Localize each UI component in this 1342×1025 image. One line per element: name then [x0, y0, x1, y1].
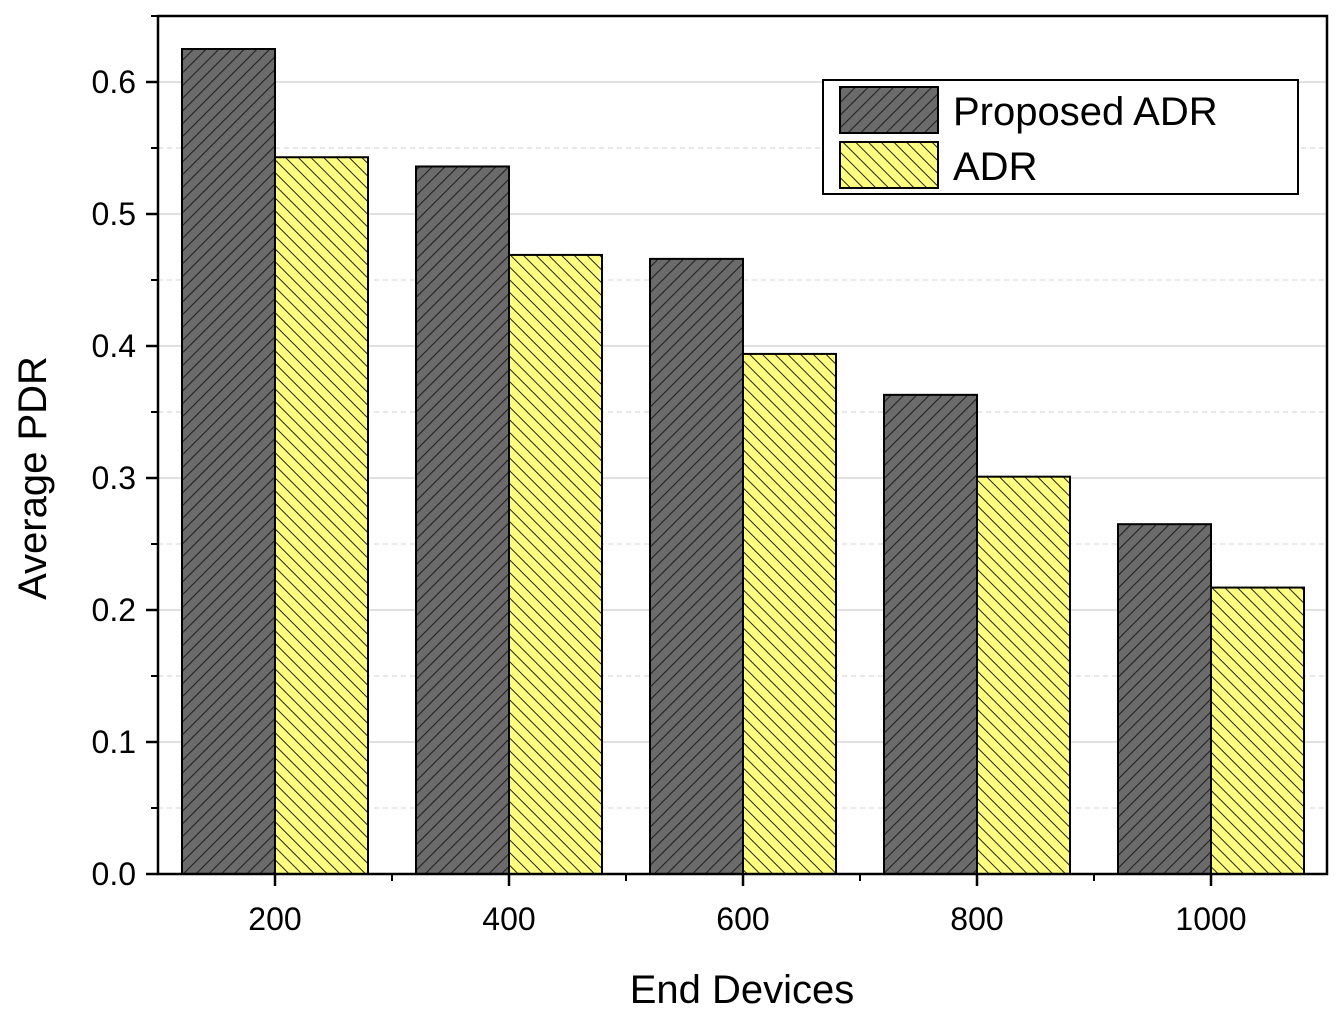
legend-swatch	[839, 86, 939, 134]
bar-adr-200	[274, 156, 369, 876]
legend-label: ADR	[953, 145, 1037, 189]
legend: Proposed ADR ADR	[822, 79, 1299, 195]
x-tick-label: 800	[950, 901, 1003, 937]
x-tick-label: 400	[482, 901, 535, 937]
bar-proposed-adr-800	[883, 393, 978, 875]
bar-proposed-adr-200	[181, 48, 276, 875]
x-tick-label: 200	[248, 901, 301, 937]
tick-labels: 0.0 0.1 0.2 0.3 0.4 0.5 0.6 200 400 600 800 1000	[92, 64, 1247, 937]
y-tick-label: 0.2	[92, 592, 136, 628]
x-tick-label: 600	[716, 901, 769, 937]
y-tick-label: 0.4	[92, 328, 136, 364]
bar-proposed-adr-600	[649, 257, 744, 875]
bar-proposed-adr-1000	[1117, 523, 1212, 875]
legend-label: Proposed ADR	[953, 90, 1218, 134]
y-tick-label: 0.1	[92, 724, 136, 760]
bar-proposed-adr-400	[415, 165, 510, 876]
bar-adr-1000	[1210, 586, 1305, 875]
bar-adr-600	[742, 352, 837, 876]
bars	[181, 48, 1305, 876]
y-tick-label: 0.6	[92, 64, 136, 100]
bar-adr-400	[508, 253, 603, 876]
y-tick-label: 0.5	[92, 196, 136, 232]
y-tick-label: 0.3	[92, 460, 136, 496]
axes	[146, 14, 1329, 886]
y-tick-label: 0.0	[92, 856, 136, 892]
x-tick-label: 1000	[1175, 901, 1246, 937]
x-axis-title: End Devices	[630, 968, 855, 1012]
y-axis-title: Average PDR	[11, 356, 55, 600]
legend-swatch	[839, 141, 939, 189]
bar-adr-800	[976, 475, 1071, 875]
